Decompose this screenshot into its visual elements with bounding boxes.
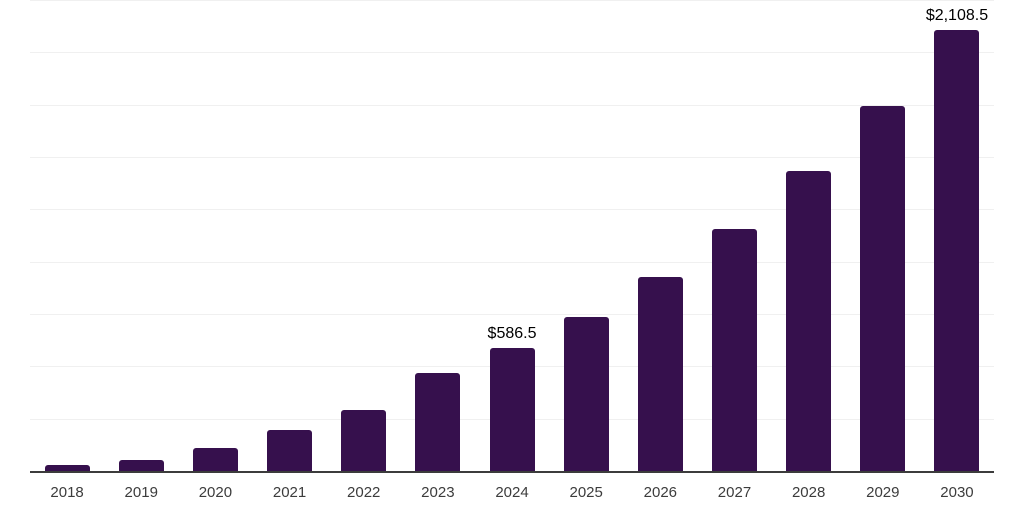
bar-2021 xyxy=(267,429,313,471)
x-tick-label-2023: 2023 xyxy=(421,484,455,501)
bar-slot-2026 xyxy=(623,0,697,471)
bar-2020 xyxy=(192,448,238,471)
bar-slot-2019 xyxy=(104,0,178,471)
bar-2019 xyxy=(118,459,164,471)
bar-slot-2024: $586.5 xyxy=(475,0,549,471)
bar-2030 xyxy=(934,29,980,471)
bar-slot-2030: $2,108.5 xyxy=(920,0,994,471)
bar-2026 xyxy=(637,277,683,471)
x-tick-label-2029: 2029 xyxy=(866,484,900,501)
bar-slot-2027 xyxy=(697,0,771,471)
value-label-2024: $586.5 xyxy=(487,325,537,343)
x-tick-label-2019: 2019 xyxy=(124,484,158,501)
x-tick-label-2028: 2028 xyxy=(791,484,826,501)
bar-slot-2023 xyxy=(401,0,475,471)
plot-area: $586.5 $2,108.5 xyxy=(30,0,994,473)
bar-slot-2020 xyxy=(178,0,252,471)
x-tick-label-2024: 2024 xyxy=(495,484,529,501)
value-label-2030: $2,108.5 xyxy=(925,6,989,24)
bar-2025 xyxy=(563,316,609,471)
x-tick-label-2030: 2030 xyxy=(940,484,974,501)
x-tick-label-2020: 2020 xyxy=(198,484,233,501)
bar-slot-2028 xyxy=(772,0,846,471)
bar-slot-2029 xyxy=(846,0,920,471)
x-tick-label-2027: 2027 xyxy=(717,484,752,501)
x-tick-label-2021: 2021 xyxy=(272,484,307,501)
x-tick-label-2018: 2018 xyxy=(50,484,84,501)
bar-2018 xyxy=(44,464,90,471)
bar-2028 xyxy=(786,170,832,471)
x-tick-label-2026: 2026 xyxy=(643,484,678,501)
x-tick-label-2025: 2025 xyxy=(569,484,603,501)
bar-slot-2021 xyxy=(252,0,326,471)
bar-slot-2018 xyxy=(30,0,104,471)
bar-2029 xyxy=(860,105,906,471)
x-axis-labels: 2018 2019 2020 2021 2022 2023 2024 2025 2026 2027… xyxy=(30,473,994,512)
bar-2022 xyxy=(341,409,387,471)
bar-2024 xyxy=(489,348,535,471)
bar-2023 xyxy=(415,372,461,471)
bar-slot-2025 xyxy=(549,0,623,471)
bar-slot-2022 xyxy=(327,0,401,471)
x-tick-label-2022: 2022 xyxy=(347,484,381,501)
bar-2027 xyxy=(711,228,757,471)
